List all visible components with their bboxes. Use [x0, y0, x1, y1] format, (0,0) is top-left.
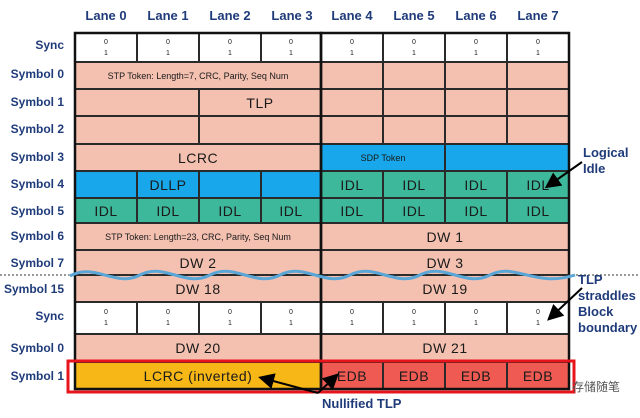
- dllp-cell: [199, 171, 261, 198]
- row-header-symbol-5: Symbol 5: [10, 204, 64, 218]
- idl-cell: IDL: [137, 198, 199, 223]
- row-header-symbol-4: Symbol 4: [10, 177, 64, 191]
- lane-block-right-border: [319, 31, 571, 391]
- block-boundary-wave: [69, 269, 576, 281]
- edb-cell: EDB: [507, 362, 569, 389]
- tlp-cell: TLP: [199, 89, 321, 116]
- sdp-token-cell-ext: [445, 144, 569, 171]
- lane-header-6: Lane 6: [455, 8, 497, 23]
- sdp-token-cell: SDP Token: [321, 144, 445, 171]
- idl-cell: IDL: [383, 198, 445, 223]
- lane-header-4: Lane 4: [331, 8, 373, 23]
- idl-cell: IDL: [199, 198, 261, 223]
- lane-header-2: Lane 2: [209, 8, 251, 23]
- idl-cell: IDL: [445, 171, 507, 198]
- empty-cell: [507, 116, 569, 144]
- tlp-straddles-arrow: [547, 287, 583, 321]
- tlp-straddles-label: TLP straddles Block boundary: [578, 272, 638, 335]
- stp-token-cell: STP Token: Length=7, CRC, Parity, Seq Nu…: [75, 62, 321, 89]
- logical-idle-arrow: [544, 161, 583, 189]
- nullified-arrow-left: [258, 373, 319, 394]
- dllp-cell: [261, 171, 321, 198]
- dw-cell: DW 1: [321, 223, 569, 250]
- empty-cell: [445, 116, 507, 144]
- idl-cell: IDL: [507, 198, 569, 223]
- idl-cell: IDL: [321, 198, 383, 223]
- row-header-symbol-7: Symbol 7: [10, 256, 64, 270]
- row-header-symbol-0b: Symbol 0: [10, 341, 64, 355]
- empty-cell: [383, 62, 445, 89]
- empty-cell: [445, 62, 507, 89]
- nullified-arrow-right: [317, 373, 339, 394]
- empty-cell: [321, 62, 383, 89]
- row-header-symbol-15: Symbol 15: [3, 282, 64, 296]
- dllp-cell: [75, 171, 137, 198]
- empty-cell: [383, 116, 445, 144]
- lane-header-7: Lane 7: [517, 8, 559, 23]
- row-header-sync-1: Sync: [35, 38, 64, 52]
- empty-cell: [321, 89, 383, 116]
- nullified-tlp-highlight: [66, 359, 576, 394]
- lane-header-1: Lane 1: [147, 8, 189, 23]
- empty-cell: [75, 89, 199, 116]
- row-header-symbol-1b: Symbol 1: [10, 369, 64, 383]
- lcrc-cell: LCRC: [75, 144, 321, 171]
- empty-cell: [445, 89, 507, 116]
- lane-header-5: Lane 5: [393, 8, 435, 23]
- dw-cell: DW 21: [321, 334, 569, 362]
- idl-cell: IDL: [75, 198, 137, 223]
- row-header-symbol-6: Symbol 6: [10, 229, 64, 243]
- lane-header-0: Lane 0: [85, 8, 127, 23]
- empty-cell: [507, 89, 569, 116]
- logical-idle-label: Logical Idle: [583, 145, 629, 176]
- idl-cell: IDL: [321, 171, 383, 198]
- idl-cell: IDL: [383, 171, 445, 198]
- dw-cell: DW 2: [75, 250, 321, 275]
- empty-cell: [75, 116, 199, 144]
- dllp-cell: DLLP: [137, 171, 199, 198]
- row-header-symbol-1: Symbol 1: [10, 95, 64, 109]
- stp-token-cell: STP Token: Length=23, CRC, Parity, Seq N…: [75, 223, 321, 250]
- watermark: 存储随笔: [572, 380, 621, 394]
- row-header-symbol-3: Symbol 3: [10, 150, 64, 164]
- nullified-tlp-label: Nullified TLP: [322, 396, 402, 411]
- idl-cell: IDL: [445, 198, 507, 223]
- idl-cell: IDL: [261, 198, 321, 223]
- row-header-symbol-0: Symbol 0: [10, 67, 64, 81]
- lane-block-left-border: [73, 31, 323, 391]
- row-header-symbol-2: Symbol 2: [10, 122, 64, 136]
- lane-header-3: Lane 3: [271, 8, 313, 23]
- row-header-sync-2: Sync: [35, 309, 64, 323]
- empty-cell: [383, 89, 445, 116]
